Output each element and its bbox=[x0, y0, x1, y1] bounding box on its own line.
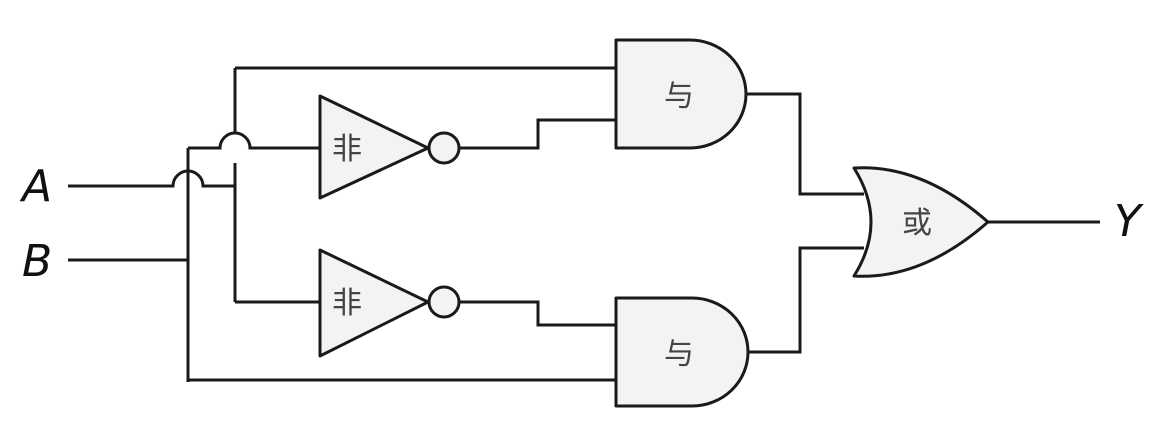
not-gate-bottom-label: 非 bbox=[332, 286, 362, 321]
not-gate-bottom: 非 bbox=[318, 248, 461, 358]
input-b-label: B bbox=[22, 236, 52, 287]
not-gate-top-body bbox=[318, 94, 430, 200]
and-gate-bottom-label: 与 bbox=[664, 337, 694, 372]
or-gate: 或 bbox=[852, 166, 990, 278]
and-gate-top-body bbox=[614, 38, 748, 150]
not-gate-bottom-body bbox=[318, 248, 430, 358]
wire-b-to-not-top bbox=[188, 131, 320, 150]
output-y-label: Y bbox=[1114, 196, 1144, 247]
input-a-label: A bbox=[19, 161, 52, 212]
and-gate-top: 与 bbox=[614, 38, 748, 150]
wire-not-top-to-and-top bbox=[460, 118, 616, 150]
wire-and-top-to-or bbox=[746, 92, 864, 196]
not-gate-top-bubble bbox=[427, 131, 461, 165]
or-gate-label: 或 bbox=[902, 206, 932, 241]
wire-input-a bbox=[68, 169, 235, 188]
not-gate-top: 非 bbox=[318, 94, 461, 200]
or-gate-body bbox=[852, 166, 990, 278]
and-gate-bottom: 与 bbox=[614, 296, 750, 408]
and-gate-bottom-body bbox=[614, 296, 750, 408]
not-gate-top-label: 非 bbox=[332, 132, 362, 167]
wire-and-bottom-to-or bbox=[748, 246, 864, 354]
not-gate-bottom-bubble bbox=[427, 285, 461, 319]
wires bbox=[68, 66, 1100, 382]
wire-not-bottom-to-and-bottom bbox=[460, 300, 616, 327]
and-gate-top-label: 与 bbox=[664, 79, 694, 114]
